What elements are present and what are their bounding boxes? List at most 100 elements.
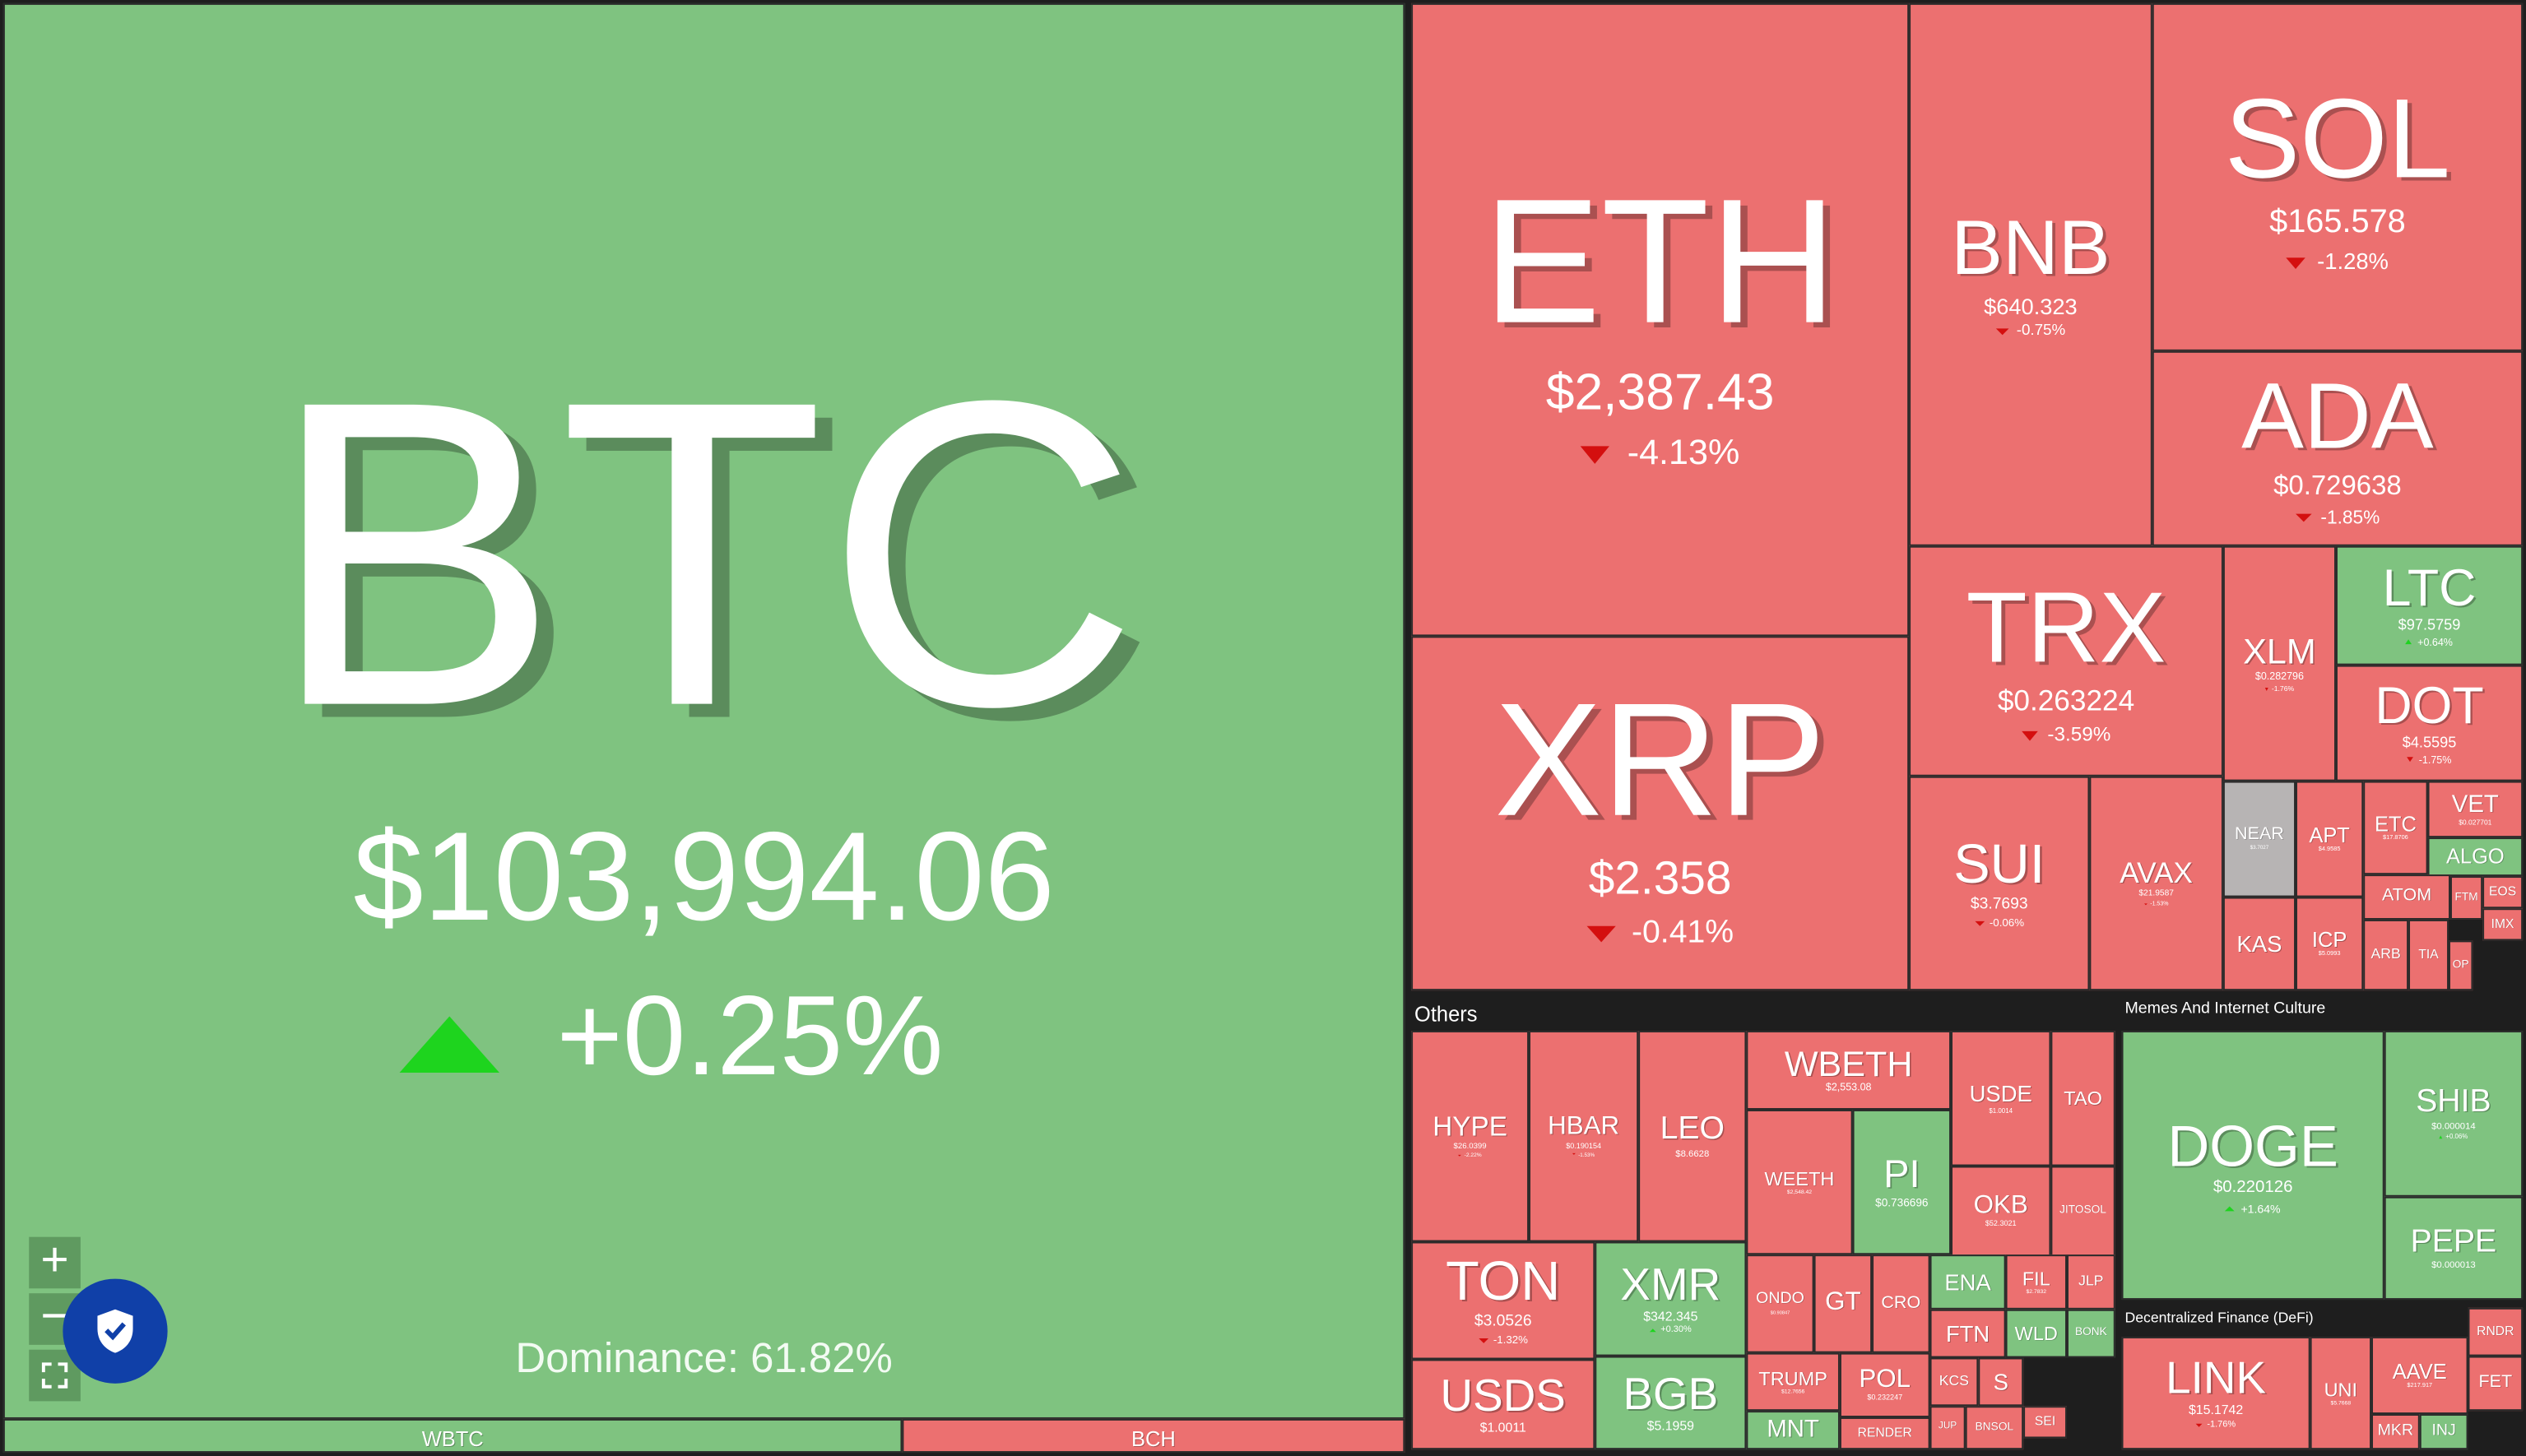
coin-price: $0.220126 — [2213, 1178, 2293, 1197]
coin-symbol: RENDER — [1857, 1425, 1912, 1440]
coin-symbol: DOGE — [2167, 1112, 2338, 1179]
coin-tile[interactable]: JITOSOL — [2050, 1166, 2115, 1257]
coin-symbol: AVAX — [2120, 856, 2194, 890]
change-arrow — [2286, 257, 2306, 269]
coin-tile[interactable]: KCS — [1929, 1357, 1979, 1407]
coin-tile[interactable]: LEO $8.6628 — [1638, 1031, 1747, 1242]
coin-tile[interactable]: BTC $103,994.06 +0.25% — [2, 2, 1405, 1419]
coin-tile[interactable]: MNT — [1746, 1411, 1840, 1450]
coin-tile[interactable]: WLD — [2005, 1309, 2067, 1358]
coin-tile[interactable]: ADA $0.729638 -1.85% — [2152, 350, 2524, 546]
coin-tile[interactable]: APT $4.9585 — [2296, 781, 2364, 897]
coin-tile[interactable]: TON $3.0526 -1.32% — [1411, 1241, 1595, 1360]
coin-symbol: SHIB — [2416, 1084, 2491, 1120]
coin-price: $2.358 — [1588, 853, 1732, 905]
coin-change: -1.76% — [2207, 1420, 2236, 1430]
coin-tile[interactable]: ENA — [1929, 1254, 2006, 1310]
coin-tile[interactable]: BGB $5.1959 — [1595, 1356, 1747, 1450]
coin-tile[interactable]: WBETH $2,553.08 — [1746, 1031, 1952, 1110]
coin-tile[interactable]: HYPE $26.0399 -2.22% — [1411, 1031, 1530, 1242]
coin-tile[interactable]: ICP $5.0993 — [2296, 897, 2364, 991]
coin-tile[interactable]: FIL $2.7832 — [2005, 1254, 2067, 1310]
coin-tile[interactable]: BONK — [2066, 1309, 2115, 1358]
coin-tile[interactable]: SOL $165.578 -1.28% — [2152, 2, 2524, 351]
coin-tile[interactable]: USDS $1.0011 — [1411, 1359, 1595, 1450]
coin-change-row: -1.28% — [2286, 249, 2389, 273]
coin-symbol: JUP — [1939, 1422, 1957, 1433]
coin-symbol: SEI — [2034, 1413, 2056, 1429]
coin-tile[interactable]: ALGO — [2427, 837, 2524, 877]
coin-tile[interactable]: RENDER — [1839, 1417, 1930, 1450]
coin-tile[interactable]: VET $0.027701 — [2427, 781, 2524, 838]
coin-tile[interactable]: OKB $52.3021 — [1951, 1166, 2051, 1257]
coin-tile[interactable]: EOS — [2482, 876, 2524, 909]
coin-tile[interactable]: ETC $17.8706 — [2363, 781, 2428, 875]
coin-tile[interactable]: JLP — [2066, 1254, 2115, 1310]
coin-tile[interactable]: WBTC — [2, 1418, 903, 1454]
coin-tile[interactable]: SEI — [2023, 1406, 2067, 1439]
coin-change-row: -4.13% — [1580, 434, 1739, 471]
coin-tile[interactable]: DOGE $0.220126 +1.64% — [2121, 1031, 2384, 1301]
coin-change-row: +0.64% — [2406, 638, 2453, 649]
coin-symbol: GT — [1825, 1288, 1861, 1316]
coin-tile[interactable]: FTM — [2449, 876, 2483, 920]
coin-tile[interactable]: LINK $15.1742 -1.76% — [2121, 1337, 2310, 1450]
coin-tile[interactable]: XMR $342.345 +0.30% — [1595, 1241, 1747, 1356]
coin-tile[interactable]: TRX $0.263224 -3.59% — [1909, 545, 2223, 777]
coin-tile[interactable]: BNB $640.323 -0.75% — [1909, 2, 2152, 546]
coin-tile[interactable]: ARB — [2363, 919, 2409, 991]
coin-tile[interactable]: ONDO $0.90847 — [1746, 1254, 1814, 1353]
coin-tile[interactable]: SHIB $0.000014 +0.06% — [2384, 1031, 2524, 1197]
coin-tile[interactable]: USDE $1.0014 — [1951, 1031, 2051, 1166]
coin-change: -1.75% — [2418, 754, 2452, 767]
coin-change-row: -1.85% — [2295, 508, 2380, 528]
coin-tile[interactable]: HBAR $0.190154 -1.53% — [1529, 1031, 1639, 1242]
shield-button[interactable] — [63, 1278, 168, 1384]
coin-tile[interactable]: MKR — [2371, 1414, 2420, 1450]
coin-tile[interactable]: S — [1978, 1357, 2024, 1407]
change-arrow — [2406, 639, 2412, 645]
coin-tile[interactable]: IMX — [2482, 908, 2524, 941]
coin-symbol: WBETH — [1784, 1043, 1913, 1084]
coin-tile[interactable]: TIA — [2408, 919, 2449, 991]
coin-tile[interactable]: ETH $2,387.43 -4.13% — [1411, 2, 1910, 637]
coin-tile[interactable]: PI $0.736696 — [1852, 1109, 1952, 1255]
coin-tile[interactable]: JUP — [1929, 1406, 1966, 1450]
coin-symbol: FTM — [2454, 892, 2478, 904]
coin-tile[interactable]: XLM $0.282796 -1.76% — [2222, 545, 2336, 781]
coin-tile[interactable]: AAVE $217.917 — [2371, 1337, 2468, 1415]
coin-tile[interactable]: WEETH $2,548.42 — [1746, 1109, 1853, 1255]
coin-price: $103,994.06 — [353, 805, 1055, 947]
change-arrow — [2439, 1135, 2443, 1139]
coin-symbol: ONDO — [1756, 1291, 1804, 1309]
coin-change-row: -1.53% — [1572, 1152, 1595, 1158]
coin-tile[interactable]: LTC $97.5759 +0.64% — [2335, 545, 2524, 665]
change-arrow — [1649, 1328, 1656, 1333]
coin-tile[interactable]: FET — [2468, 1356, 2524, 1412]
coin-tile[interactable]: RNDR — [2468, 1307, 2524, 1356]
coin-tile[interactable]: FTN — [1929, 1309, 2006, 1358]
coin-tile[interactable]: TRUMP $12.7656 — [1746, 1352, 1840, 1412]
coin-tile[interactable]: DOT $4.5595 -1.75% — [2335, 665, 2524, 781]
coin-symbol: WEETH — [1764, 1166, 1835, 1189]
coin-tile[interactable]: PEPE $0.000013 — [2384, 1196, 2524, 1301]
coin-tile[interactable]: UNI $5.7668 — [2310, 1337, 2372, 1450]
coin-tile[interactable]: BNSOL — [1965, 1406, 2024, 1450]
coin-tile[interactable]: INJ — [2419, 1414, 2468, 1450]
coin-tile[interactable]: XRP $2.358 -0.41% — [1411, 636, 1910, 991]
coin-price: $26.0399 — [1453, 1143, 1487, 1152]
coin-tile[interactable]: POL $0.232247 — [1839, 1352, 1930, 1417]
coin-tile[interactable]: NEAR $3.7027 — [2222, 781, 2296, 897]
coin-tile[interactable]: SUI $3.7693 -0.06% — [1909, 776, 2090, 991]
zoom-in-button[interactable]: + — [29, 1236, 81, 1289]
coin-tile[interactable]: OP — [2449, 940, 2473, 991]
coin-tile[interactable]: AVAX $21.9587 -1.53% — [2089, 776, 2223, 991]
coin-price: $342.345 — [1643, 1309, 1698, 1324]
coin-tile[interactable]: ATOM — [2363, 874, 2450, 920]
coin-tile[interactable]: TAO — [2050, 1031, 2115, 1166]
coin-tile[interactable]: CRO — [1872, 1254, 1930, 1353]
coin-tile[interactable]: GT — [1813, 1254, 1873, 1353]
coin-tile[interactable]: BCH — [902, 1418, 1405, 1454]
coin-price: $0.190154 — [1566, 1141, 1602, 1150]
coin-tile[interactable]: KAS — [2222, 897, 2296, 991]
